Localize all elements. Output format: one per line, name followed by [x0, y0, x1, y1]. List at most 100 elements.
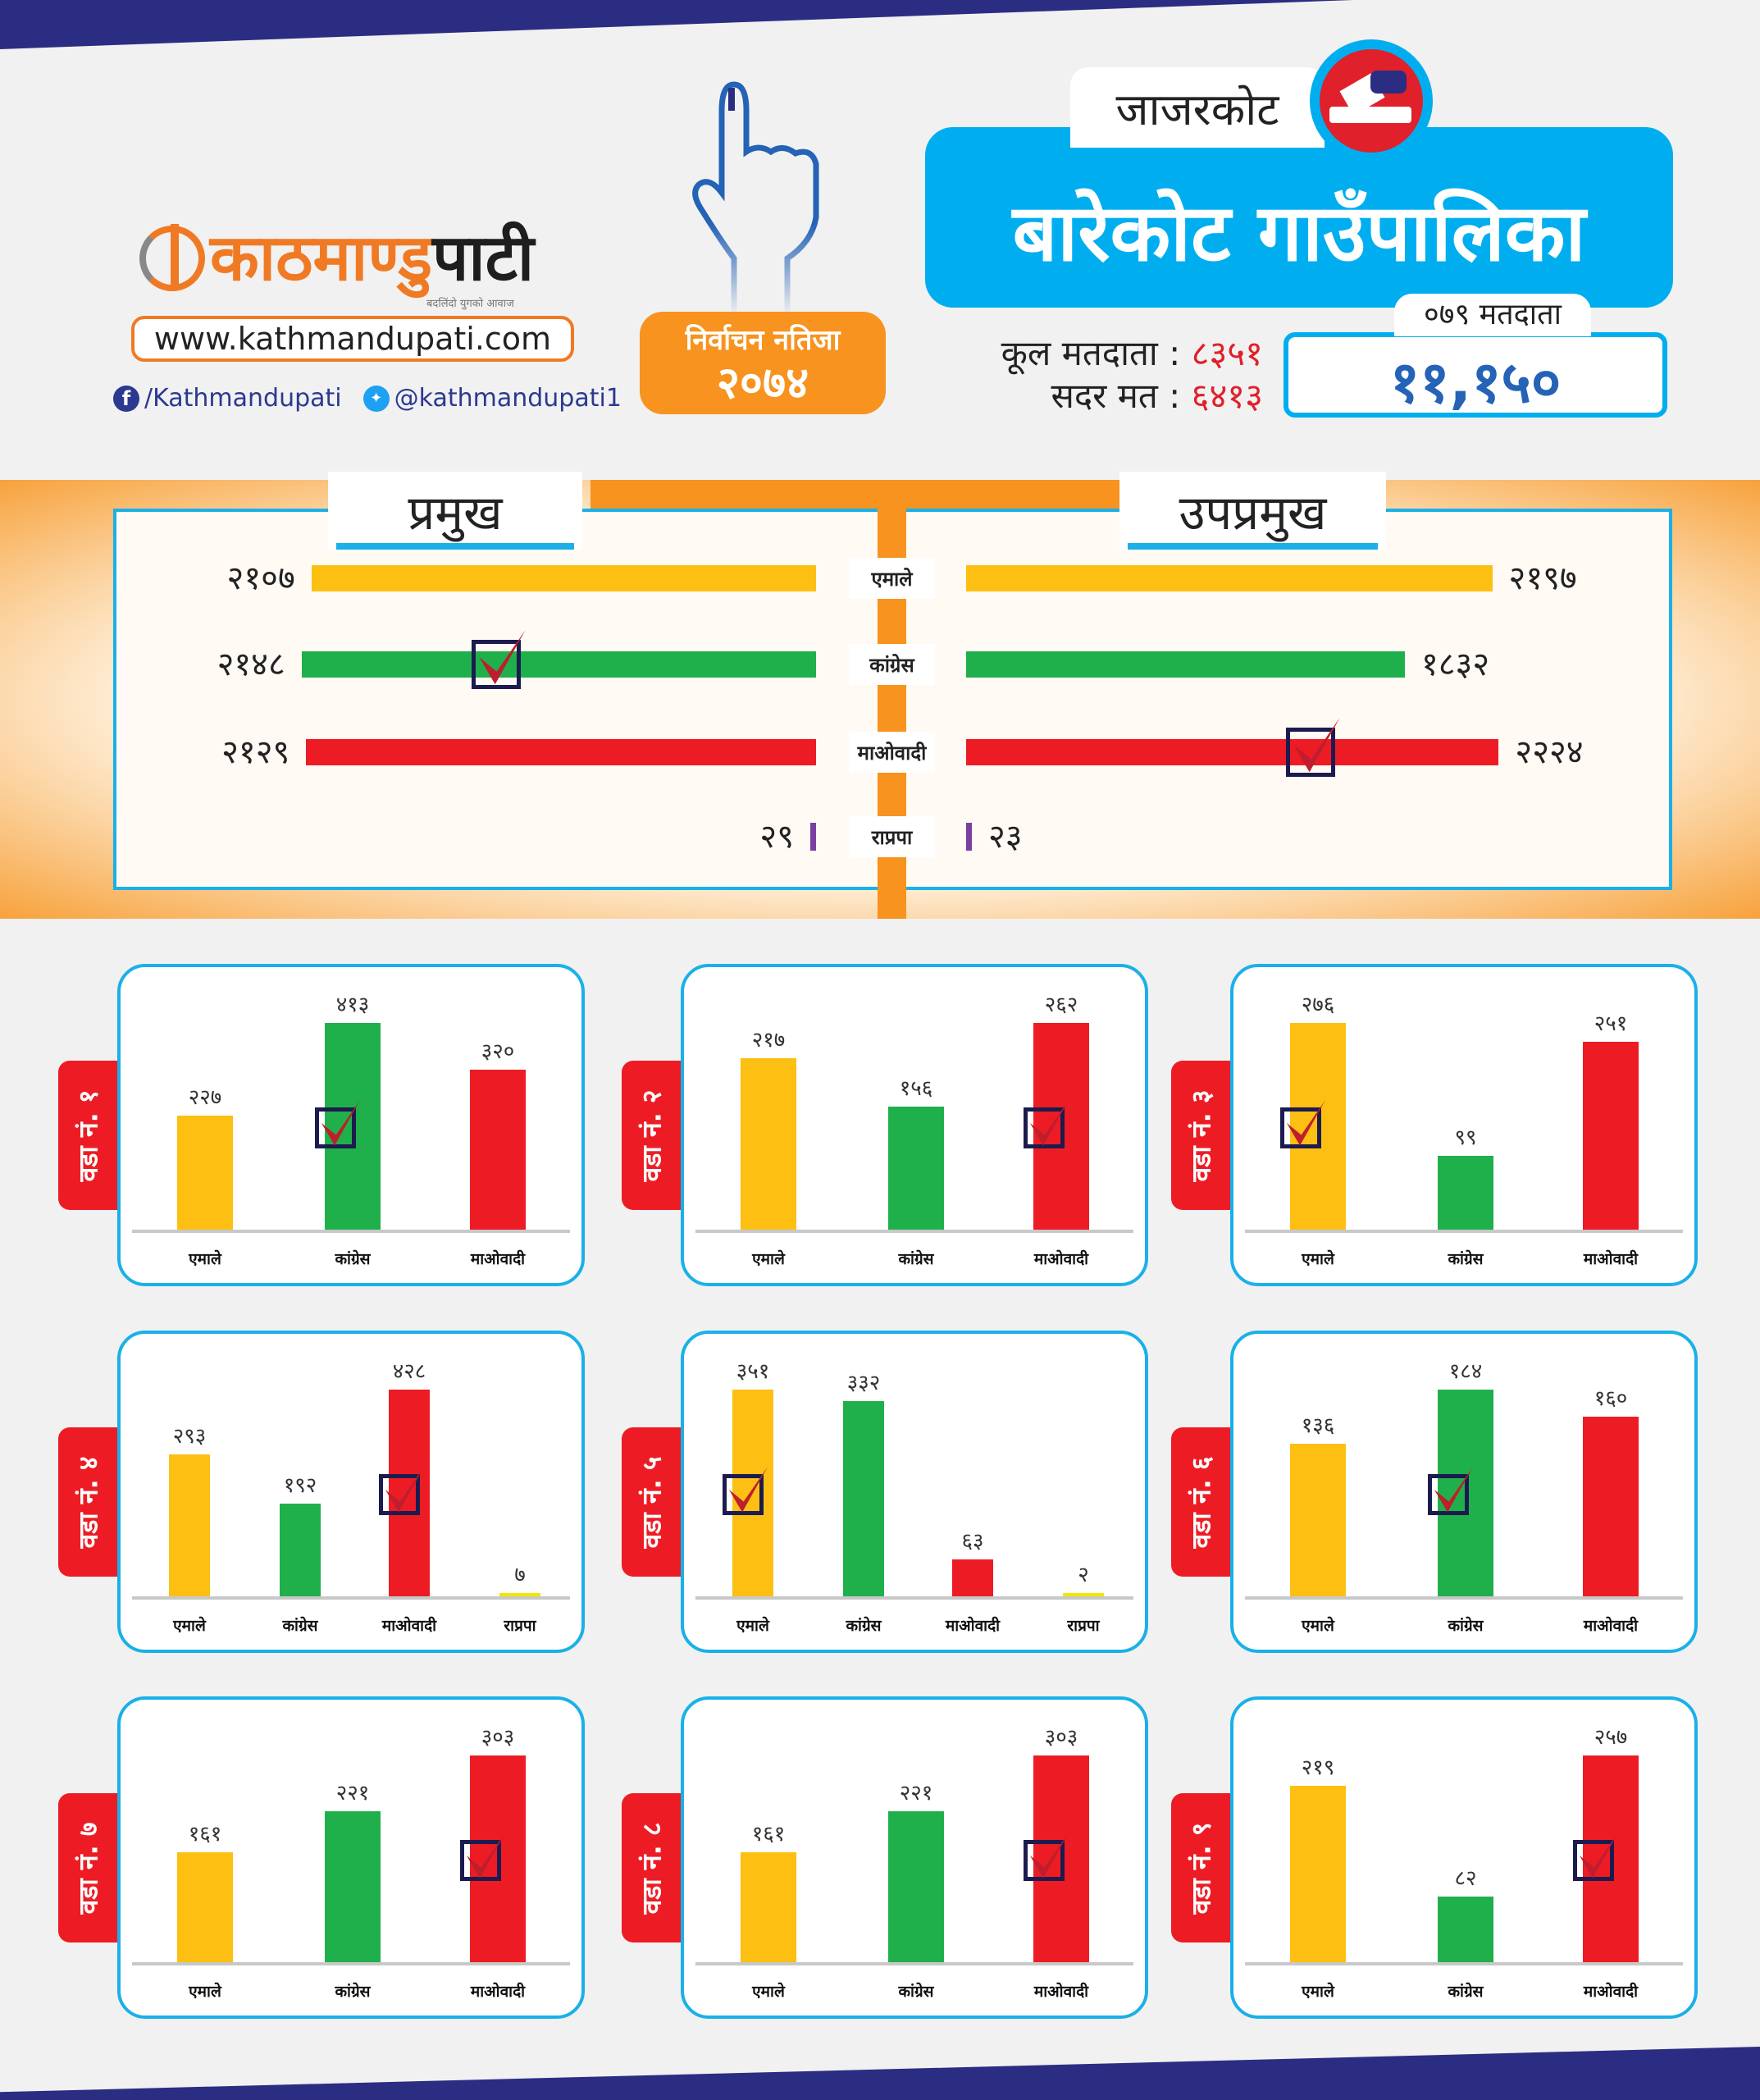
deputy-bar-0 — [966, 565, 1493, 591]
bar-कांग्रेस — [1438, 1896, 1493, 1962]
bar-माओवादी — [952, 1559, 993, 1596]
bar-राप्रपा — [1063, 1593, 1104, 1596]
bar-कांग्रेस — [843, 1400, 884, 1596]
bottom-stripe — [0, 2047, 1760, 2100]
ward-label-tab: वडा नं. ३ — [1171, 1061, 1230, 1210]
bar-एमाले — [177, 1852, 233, 1962]
category-label: माओवादी — [1583, 1983, 1639, 2001]
bar-एमाले — [1290, 1443, 1346, 1596]
ward-card: २९३ एमाले १९२ कांग्रेस ४२८ माओवादी ७ राप्रपा — [117, 1331, 585, 1653]
category-label: कांग्रेस — [1448, 1250, 1484, 1268]
category-label: एमाले — [173, 1617, 206, 1635]
bar-value-label: ७ — [514, 1562, 526, 1587]
bar-एमाले — [169, 1454, 210, 1596]
ward-label-tab: वडा नं. ४ — [58, 1427, 117, 1577]
mayor-votes-3: २९ — [759, 818, 794, 856]
twitter-link[interactable]: ✦ @kathmandupati1 — [362, 384, 622, 413]
ward-card: ३५१ एमाले ३३२ कांग्रेस ६३ माओवादी २ राप्रपा — [681, 1331, 1148, 1653]
badge-title: निर्वाचन नतिजा — [685, 324, 841, 357]
voting-finger-icon — [692, 81, 819, 316]
mayor-votes-2: २१२९ — [221, 733, 290, 771]
total-voters-value: ८३५१ — [1191, 333, 1263, 373]
winner-check-icon — [471, 629, 526, 689]
bar-value-label: १६० — [1594, 1386, 1628, 1411]
facebook-link[interactable]: f /Kathmandupati — [113, 384, 342, 413]
bar-एमाले — [741, 1852, 796, 1962]
category-label: कांग्रेस — [846, 1617, 882, 1635]
ward-label: वडा नं. ६ — [1185, 1455, 1217, 1549]
category-label: माओवादी — [1583, 1250, 1639, 1268]
ward-label: वडा नं. ९ — [1185, 1821, 1217, 1915]
ward-label-tab: वडा नं. २ — [622, 1061, 681, 1210]
category-label: एमाले — [736, 1617, 769, 1635]
category-label: कांग्रेस — [898, 1250, 934, 1268]
municipality-name: बारेकोट गाउँपालिका — [1012, 186, 1586, 279]
ward-label: वडा नं. ४ — [72, 1455, 104, 1549]
ward-label-tab: वडा नं. ६ — [1171, 1427, 1230, 1577]
bar-value-label: ६३ — [961, 1528, 984, 1554]
bar-माओवादी — [470, 1069, 526, 1230]
bar-value-label: ९९ — [1454, 1125, 1477, 1150]
divider-top-left — [590, 480, 906, 509]
bar-कांग्रेस — [1438, 1155, 1493, 1230]
bar-value-label: २९३ — [172, 1424, 207, 1449]
bar-value-label: २१९ — [1301, 1755, 1335, 1781]
bar-value-label: १५६ — [899, 1075, 933, 1101]
ward-label: वडा नं. ८ — [636, 1821, 668, 1915]
bar-माओवादी — [1583, 1041, 1639, 1230]
top-stripe — [0, 0, 1353, 49]
badge-year: २०७४ — [716, 357, 809, 409]
winner-check-icon — [1573, 1833, 1618, 1882]
website-link[interactable]: www.kathmandupati.com — [131, 316, 574, 362]
category-label: राप्रपा — [504, 1617, 536, 1635]
chart-baseline — [695, 1596, 1133, 1600]
category-label: एमाले — [189, 1250, 221, 1268]
bar-value-label: ३०३ — [481, 1725, 515, 1750]
ward-label: वडा नं. ५ — [636, 1455, 668, 1549]
bar-value-label: ८२ — [1454, 1865, 1477, 1891]
ward-label-tab: वडा नं. ७ — [58, 1793, 117, 1942]
category-label: माओवादी — [381, 1617, 437, 1635]
category-label: एमाले — [752, 1250, 785, 1268]
category-label: माओवादी — [945, 1617, 1001, 1635]
deputy-votes-1: १८३२ — [1420, 646, 1490, 683]
ward-label: वडा नं. २ — [636, 1089, 668, 1182]
party-label-2: माओवादी — [849, 732, 935, 773]
twitter-icon: ✦ — [362, 385, 390, 412]
bar-कांग्रेस — [280, 1503, 321, 1596]
chart-baseline — [132, 1962, 570, 1965]
chart-baseline — [695, 1230, 1133, 1233]
bar-value-label: २१७ — [751, 1028, 786, 1053]
logo-text-part1: काठमाण्डु — [210, 221, 433, 295]
category-label: कांग्रेस — [335, 1983, 371, 2001]
voters-079-value: ११,१५० — [1284, 332, 1667, 418]
election-result-badge: निर्वाचन नतिजा २०७४ — [640, 312, 886, 414]
bar-value-label: ४१३ — [335, 993, 370, 1017]
party-label-0: एमाले — [849, 558, 935, 599]
mayor-title: प्रमुख — [328, 472, 582, 550]
winner-check-icon — [1024, 1833, 1069, 1882]
mayor-bar-3 — [810, 823, 816, 851]
deputy-bar-1 — [966, 651, 1405, 678]
category-label: एमाले — [1302, 1983, 1334, 2001]
bar-value-label: २५१ — [1594, 1011, 1628, 1036]
divider-top-right — [878, 480, 1124, 509]
party-label-3: राप्रपा — [849, 816, 935, 857]
bar-राप्रपा — [499, 1592, 540, 1596]
ward-card: २७६ एमाले ९९ कांग्रेस २५१ माओवादी — [1230, 964, 1698, 1286]
logo-tower-icon — [139, 224, 205, 291]
winner-check-icon — [460, 1833, 505, 1882]
winner-check-icon — [1024, 1100, 1069, 1149]
chart-baseline — [695, 1962, 1133, 1965]
chart-baseline — [1245, 1596, 1683, 1600]
deputy-votes-0: २१९७ — [1508, 559, 1577, 597]
category-label: एमाले — [752, 1983, 785, 2001]
facebook-handle: /Kathmandupati — [144, 384, 342, 413]
bar-value-label: २५७ — [1594, 1725, 1628, 1750]
ward-label: वडा नं. १ — [72, 1089, 104, 1182]
valid-votes-value: ६४१३ — [1191, 376, 1263, 416]
bar-एमाले — [177, 1116, 233, 1230]
chart-baseline — [1245, 1230, 1683, 1233]
deputy-votes-3: २३ — [988, 818, 1023, 856]
ward-card: २१७ एमाले १५६ कांग्रेस २६२ माओवादी — [681, 964, 1148, 1286]
